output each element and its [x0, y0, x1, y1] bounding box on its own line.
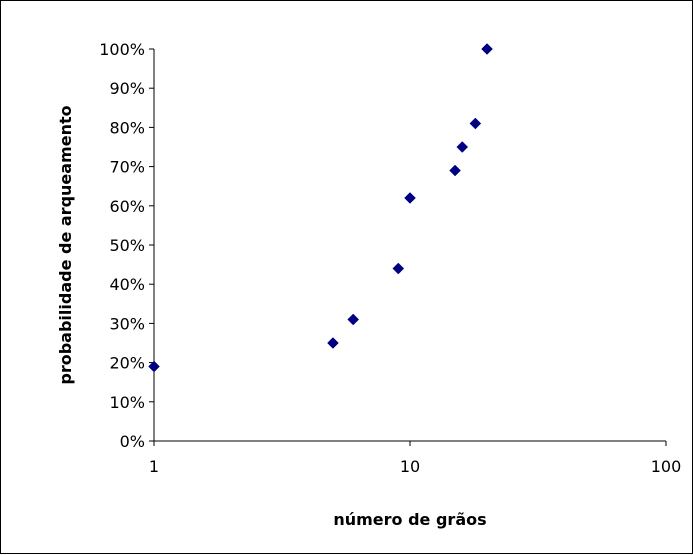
y-tick-label: 60%	[109, 197, 145, 216]
x-axis-title: número de grãos	[333, 510, 486, 529]
y-tick-label: 10%	[109, 393, 145, 412]
plot-background	[154, 49, 666, 441]
y-tick-label: 90%	[109, 79, 145, 98]
x-tick-label: 1	[149, 457, 159, 476]
y-axis-title: probabilidade de arqueamento	[56, 105, 75, 384]
y-tick-label: 80%	[109, 118, 145, 137]
y-tick-label: 70%	[109, 158, 145, 177]
y-tick-label: 100%	[99, 40, 145, 59]
y-tick-label: 30%	[109, 314, 145, 333]
y-ticks: 0% 10% 20% 30% 40% 50% 60% 70% 80% 90% 100%	[99, 40, 154, 451]
y-tick-label: 20%	[109, 354, 145, 373]
y-tick-label: 0%	[120, 432, 145, 451]
y-tick-label: 50%	[109, 236, 145, 255]
plot-area	[154, 49, 666, 441]
x-tick-label: 100	[651, 457, 682, 476]
x-tick-label: 10	[400, 457, 420, 476]
y-tick-label: 40%	[109, 275, 145, 294]
x-ticks: 1 10 100	[149, 441, 681, 476]
